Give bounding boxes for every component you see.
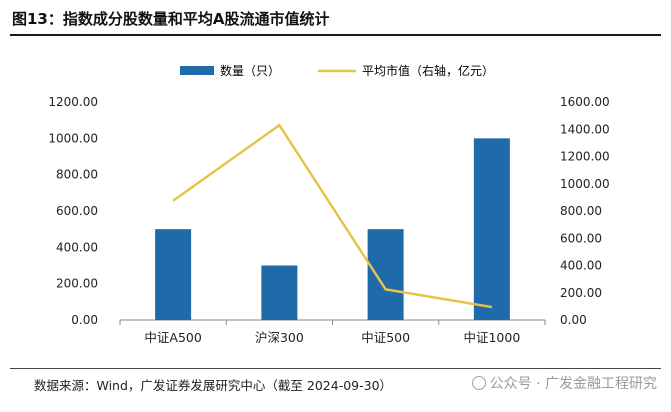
data-source-note: 数据来源：Wind，广发证券发展研究中心（截至 2024-09-30） xyxy=(34,378,393,393)
y-right-tick-label: 800.00 xyxy=(560,204,602,218)
y-left-tick-label: 1200.00 xyxy=(48,95,98,109)
y-left-tick-label: 1000.00 xyxy=(48,131,98,145)
y-right-tick-label: 1600.00 xyxy=(560,95,610,109)
chart-title: 图13：指数成分股数量和平均A股流通市值统计 xyxy=(12,10,330,28)
legend: 数量（只） 平均市值（右轴，亿元） xyxy=(180,63,494,78)
combo-chart: 数量（只） 平均市值（右轴，亿元） 0.00 200.00 400.00 600.00… xyxy=(48,63,609,345)
x-tick-label: 中证1000 xyxy=(463,330,520,345)
series-line xyxy=(172,123,493,309)
legend-bar-swatch xyxy=(180,66,214,75)
axes: 0.00 200.00 400.00 600.00 800.00 1000.00 1200.… xyxy=(48,95,609,345)
footer-divider xyxy=(10,368,661,369)
bar xyxy=(155,229,192,320)
line-series xyxy=(172,123,493,309)
y-left-tick-label: 0.00 xyxy=(71,313,98,327)
x-tick-label: 沪深300 xyxy=(255,330,304,345)
y-left-tick-label: 200.00 xyxy=(56,277,98,291)
watermark: 公众号 · 广发金融工程研究 xyxy=(471,373,657,393)
y-right-tick-label: 0.00 xyxy=(560,313,587,327)
y-right-tick-label: 400.00 xyxy=(560,259,602,273)
y-right-tick-label: 1400.00 xyxy=(560,122,610,136)
bar xyxy=(473,138,510,320)
bar xyxy=(261,265,298,320)
bar xyxy=(367,229,404,320)
y-right-tick-label: 600.00 xyxy=(560,231,602,245)
title-divider xyxy=(10,34,661,36)
legend-line-label: 平均市值（右轴，亿元） xyxy=(362,63,494,78)
x-tick-label: 中证A500 xyxy=(144,330,201,345)
wechat-icon xyxy=(471,376,486,390)
y-left-tick-label: 600.00 xyxy=(56,204,98,218)
y-left-tick-label: 400.00 xyxy=(56,240,98,254)
y-left-tick-label: 800.00 xyxy=(56,168,98,182)
x-tick-label: 中证500 xyxy=(361,330,410,345)
y-right-tick-label: 200.00 xyxy=(560,286,602,300)
bar-series xyxy=(155,138,510,320)
y-right-tick-label: 1000.00 xyxy=(560,177,610,191)
legend-bar-label: 数量（只） xyxy=(220,63,280,78)
watermark-text: 公众号 · 广发金融工程研究 xyxy=(489,376,657,392)
y-right-tick-label: 1200.00 xyxy=(560,150,610,164)
